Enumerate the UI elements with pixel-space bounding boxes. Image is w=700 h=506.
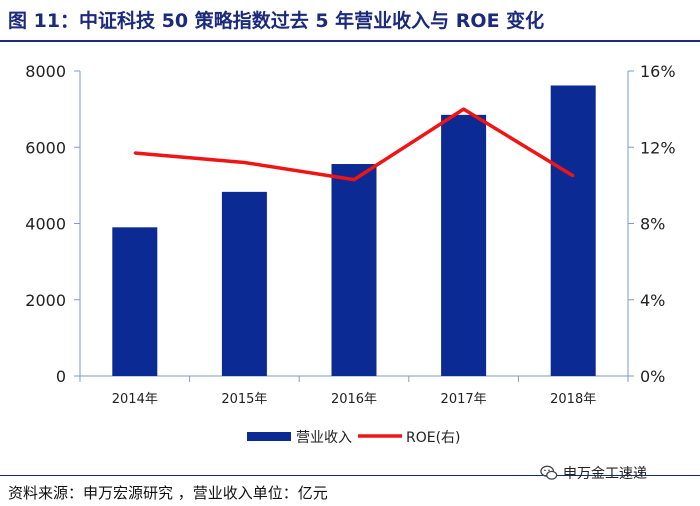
legend-line-label: ROE(右) (406, 430, 461, 446)
source-note: 资料来源：申万宏源研究 ，营业收入单位：亿元 (8, 484, 328, 502)
watermark: 申万金工速递 (540, 463, 647, 483)
bar-series (112, 85, 596, 377)
x-tick-label: 2018年 (550, 392, 596, 407)
legend-bar-swatch (247, 432, 291, 441)
title-divider (0, 40, 700, 42)
roe-point (352, 178, 356, 181)
combo-chart: 0 2000 4000 6000 8000 0% 4% 8% 12% 16% 2014年 2015年 2… (25, 62, 675, 446)
roe-point (572, 174, 575, 178)
x-tick-label: 2016年 (331, 392, 377, 407)
roe-point (243, 161, 246, 164)
revenue-bar (112, 227, 158, 376)
tick-labels: 0 2000 4000 6000 8000 0% 4% 8% 12% 16% 2014年 2015年 2… (25, 62, 675, 407)
right-tick-label: 4% (640, 291, 665, 310)
watermark-text: 申万金工速递 (563, 466, 647, 482)
x-tick-label: 2015年 (221, 392, 267, 407)
left-tick-label: 0 (56, 367, 66, 386)
roe-point (133, 151, 136, 155)
revenue-bar (221, 191, 267, 376)
right-tick-label: 8% (640, 215, 665, 234)
footer-divider (0, 475, 700, 476)
chart-title: 图 11：中证科技 50 策略指数过去 5 年营业收入与 ROE 变化 (8, 10, 545, 32)
right-tick-label: 12% (640, 138, 676, 157)
x-tick-label: 2014年 (112, 392, 158, 407)
right-tick-label: 16% (640, 62, 676, 81)
left-tick-label: 6000 (25, 138, 66, 157)
x-tick-label: 2017年 (441, 392, 487, 407)
revenue-bar (550, 85, 596, 377)
revenue-bar (441, 114, 487, 376)
left-tick-label: 2000 (25, 291, 66, 310)
left-tick-label: 8000 (25, 62, 66, 81)
right-tick-label: 0% (640, 367, 665, 386)
legend-bar-label: 营业收入 (296, 430, 352, 446)
revenue-bar (331, 164, 377, 376)
roe-point (462, 107, 465, 111)
wechat-icon (540, 465, 558, 480)
line-series (133, 107, 575, 182)
left-tick-label: 4000 (25, 215, 66, 234)
chart-legend: 营业收入 ROE(右) (247, 430, 461, 446)
